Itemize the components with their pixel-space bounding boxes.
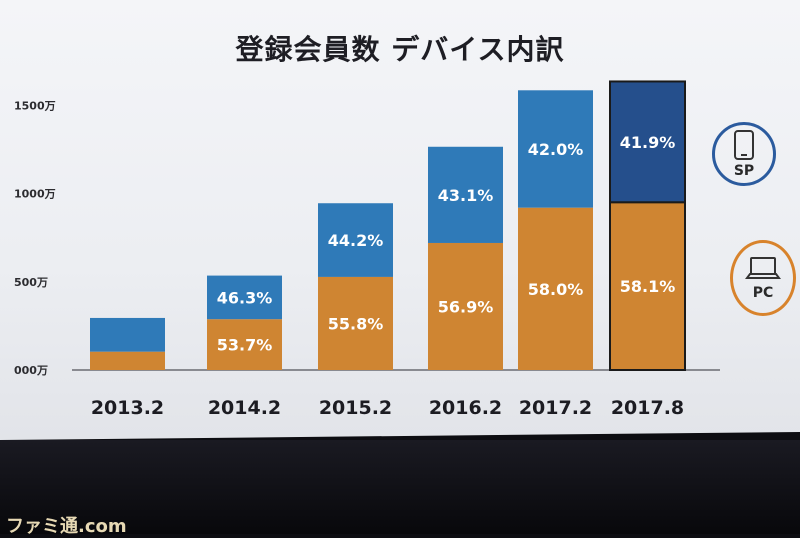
x-category-label: 2017.2 xyxy=(519,397,592,419)
bar-segment-pc xyxy=(318,276,393,370)
stage-floor xyxy=(0,440,800,534)
bar-segment-sp xyxy=(518,90,593,208)
bar-segment-sp xyxy=(207,275,282,320)
x-category-label: 2015.2 xyxy=(319,397,392,419)
bar-segment-pc xyxy=(428,242,503,370)
x-category-label: 2013.2 xyxy=(91,397,164,419)
y-tick-label: 1000万 xyxy=(14,188,56,201)
stacked-bar-chart: 000万 500万 1000万 1500万 2013.2 46.3% 53.7% 2014.2… xyxy=(14,80,720,419)
bar-segment-pc xyxy=(609,201,686,371)
bar-segment-pc xyxy=(518,207,593,370)
smartphone-icon xyxy=(734,129,754,160)
bar-segment-sp xyxy=(90,317,165,352)
pc-share-label: 55.8% xyxy=(328,314,384,333)
y-tick-label: 1500万 xyxy=(14,99,56,112)
sp-legend-badge: SP xyxy=(712,122,776,186)
site-watermark: ファミ通.com xyxy=(6,516,127,537)
sp-share-label: 44.2% xyxy=(328,231,384,250)
x-category-label: 2016.2 xyxy=(429,397,502,419)
pc-share-label: 53.7% xyxy=(217,336,273,355)
bar-segment-sp xyxy=(428,146,503,243)
bar-segment-pc xyxy=(90,351,165,370)
x-category-label: 2014.2 xyxy=(208,397,281,419)
sp-share-label: 41.9% xyxy=(620,133,676,152)
pc-share-label: 58.0% xyxy=(528,280,584,299)
chart-title: 登録会員数 デバイス内訳 xyxy=(235,33,565,66)
x-category-label: 2017.8 xyxy=(611,397,684,419)
sp-legend-label: SP xyxy=(733,162,755,179)
bar-segment-pc xyxy=(207,319,282,370)
y-tick-label: 500万 xyxy=(14,276,48,289)
sp-share-label: 43.1% xyxy=(438,186,494,205)
y-tick-label: 000万 xyxy=(14,364,48,377)
pc-legend-label: PC xyxy=(752,284,774,301)
bar-segment-sp xyxy=(609,80,686,204)
sp-share-label: 42.0% xyxy=(528,140,584,159)
pc-share-label: 56.9% xyxy=(438,297,494,316)
pc-legend-badge: PC xyxy=(730,240,796,316)
pc-share-label: 58.1% xyxy=(620,277,676,296)
sp-share-label: 46.3% xyxy=(217,288,273,307)
bar-segment-sp xyxy=(318,203,393,277)
laptop-icon xyxy=(745,256,781,279)
